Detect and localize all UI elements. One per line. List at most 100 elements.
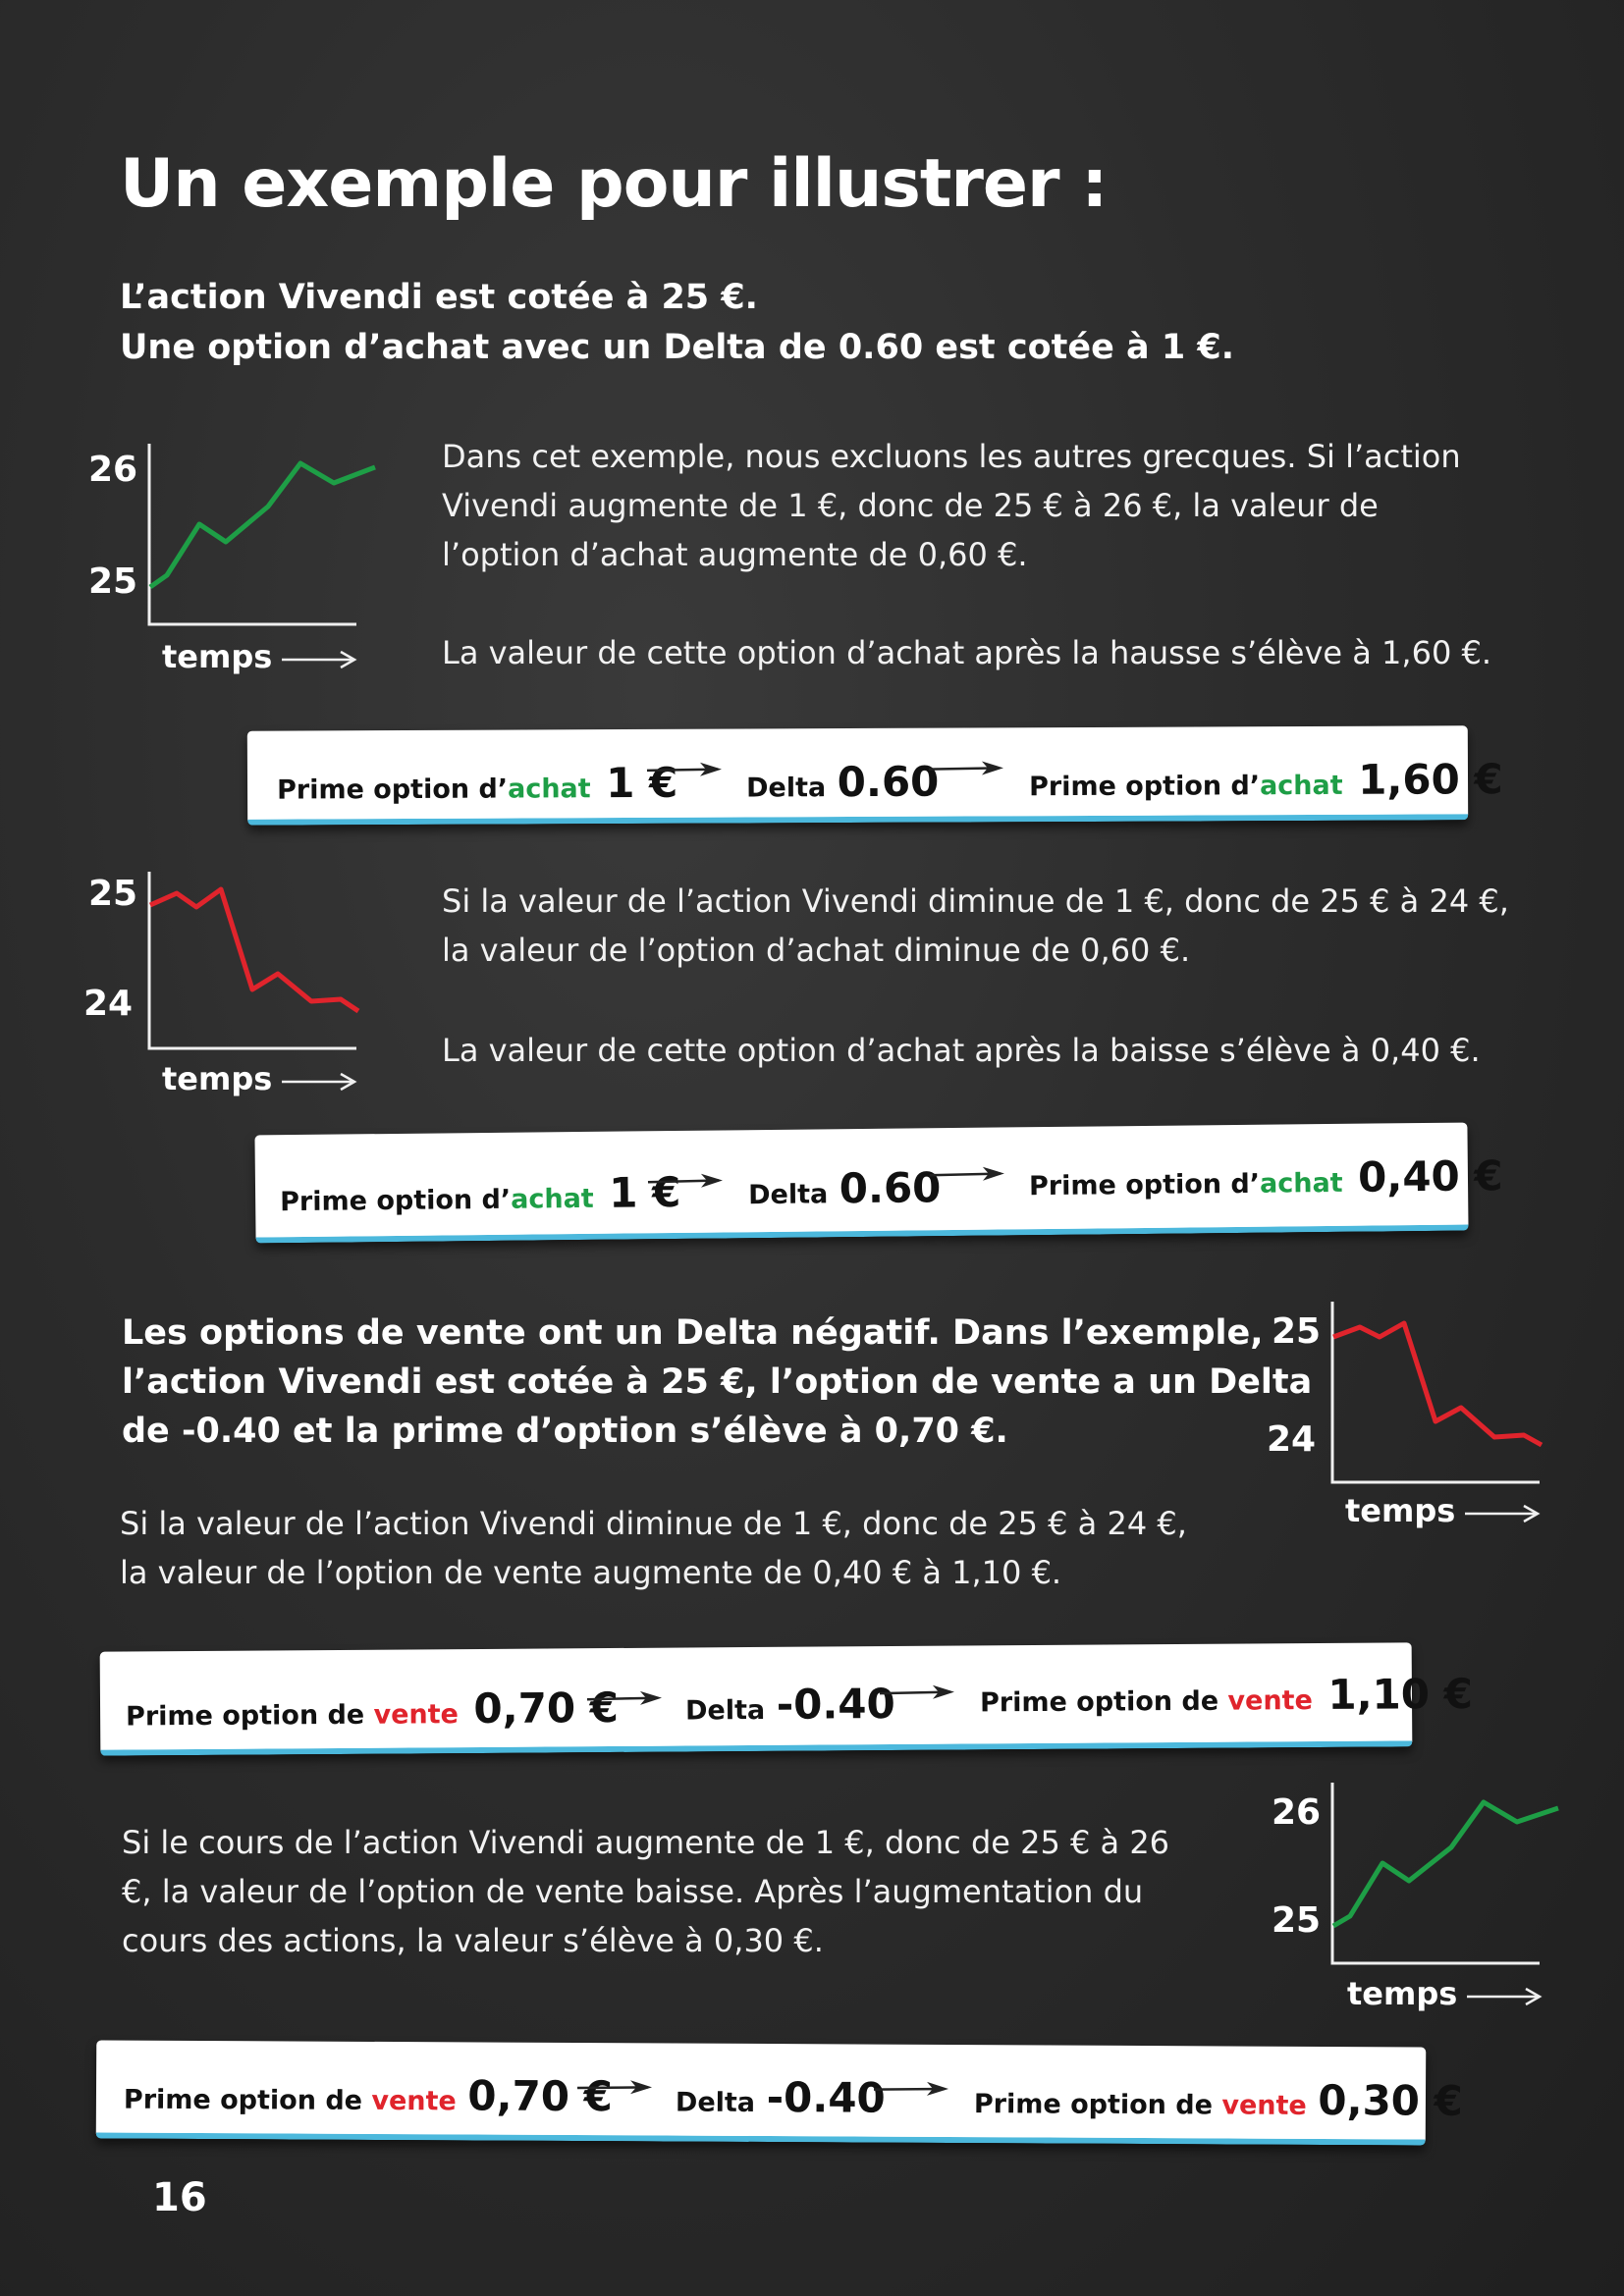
- text-line: cours des actions, la valeur s’élève à 0…: [122, 1922, 824, 1959]
- section1-paragraph: Dans cet exemple, nous excluons les autr…: [442, 432, 1461, 579]
- arrow-right-icon: [282, 650, 357, 669]
- page-title: Un exemple pour illustrer :: [120, 145, 1108, 223]
- stock-line-up: [147, 444, 376, 626]
- strip-premium-before: Prime option d’achat 1 €: [277, 759, 677, 809]
- text-line: l’action Vivendi est cotée à 25 €, l’opt…: [122, 1362, 1313, 1402]
- intro-text: L’action Vivendi est cotée à 25 €. Une o…: [120, 273, 1234, 373]
- strip-label: Prime option d’: [1028, 1168, 1261, 1202]
- section3-paragraph: Si la valeur de l’action Vivendi diminue…: [120, 1499, 1187, 1597]
- chart-top-label: 25: [1272, 1311, 1322, 1352]
- calculation-strip-2: Prime option d’achat 1 € Delta 0.60 Prim…: [254, 1122, 1503, 1244]
- strip-label: Prime option de: [979, 1685, 1228, 1719]
- text-line: €, la valeur de l’option de vente baisse…: [122, 1873, 1144, 1910]
- section1-result: La valeur de cette option d’achat après …: [442, 634, 1491, 671]
- chart-top-label: 25: [88, 874, 138, 914]
- strip-value: 0.60: [837, 757, 940, 807]
- text-line: Si la valeur de l’action Vivendi diminue…: [120, 1505, 1187, 1542]
- chart-bottom-label: 24: [1267, 1419, 1317, 1460]
- arrow-right-icon: [282, 1072, 357, 1092]
- strip-label: Prime option d’: [1028, 771, 1261, 803]
- calculation-strip-4: Prime option de vente 0,70 € Delta -0.40…: [95, 2040, 1463, 2146]
- strip-premium-after: Prime option de vente 1,10 €: [980, 1670, 1473, 1722]
- strip-label: Delta: [684, 1694, 766, 1727]
- mini-chart-2: 25 24 temps: [83, 862, 398, 1117]
- strip-value: 0,40 €: [1357, 1151, 1503, 1201]
- strip-accent: vente: [1227, 1685, 1313, 1717]
- strip-accent: vente: [1221, 2090, 1307, 2121]
- strip-delta: Delta -0.40: [676, 2073, 886, 2122]
- axis-label-temps: temps: [1347, 1975, 1458, 2012]
- axis-label-temps: temps: [162, 1060, 273, 1097]
- section2-result: La valeur de cette option d’achat après …: [442, 1032, 1481, 1069]
- strip-delta: Delta 0.60: [748, 1163, 942, 1213]
- page-number: 16: [152, 2175, 207, 2220]
- strip-label: Delta: [675, 2087, 756, 2118]
- section4-paragraph: Si le cours de l’action Vivendi augmente…: [122, 1818, 1169, 1965]
- axis-label-temps: temps: [162, 638, 273, 675]
- text-line: Les options de vente ont un Delta négati…: [122, 1313, 1264, 1353]
- strip-label: Prime option d’: [276, 774, 509, 806]
- stock-line-down: [147, 872, 360, 1050]
- strip-accent: achat: [510, 1183, 594, 1215]
- chart-bottom-label: 24: [83, 984, 134, 1024]
- text-line: de -0.40 et la prime d’option s’élève à …: [122, 1412, 1008, 1451]
- strip-label: Delta: [747, 1179, 829, 1211]
- strip-premium-before: Prime option de vente 0,70 €: [126, 1683, 619, 1735]
- mini-chart-1: 26 25 temps: [83, 432, 398, 687]
- section2-paragraph: Si la valeur de l’action Vivendi diminue…: [442, 877, 1509, 975]
- strip-value: 1,60 €: [1358, 755, 1503, 804]
- strip-label: Prime option de: [973, 2089, 1222, 2121]
- strip-value: -0.40: [766, 2073, 886, 2122]
- axis-label-temps: temps: [1345, 1492, 1456, 1529]
- strip-label: Delta: [745, 773, 827, 804]
- text-line: la valeur de l’option d’achat diminue de…: [442, 932, 1191, 969]
- arrow-right-icon: [1467, 1987, 1543, 2006]
- chart-top-label: 26: [88, 450, 138, 490]
- text-line: la valeur de l’option de vente augmente …: [120, 1554, 1062, 1591]
- text-line: Si la valeur de l’action Vivendi diminue…: [442, 882, 1509, 920]
- text-line: Vivendi augmente de 1 €, donc de 25 € à …: [442, 487, 1379, 524]
- arrow-right-icon: [1465, 1504, 1541, 1523]
- strip-accent: achat: [1259, 1167, 1343, 1200]
- text-line: l’option d’achat augmente de 0,60 €.: [442, 536, 1028, 573]
- arrow-right-icon: [577, 2080, 653, 2095]
- strip-label: Prime option de: [126, 1699, 374, 1733]
- section3-bold-paragraph: Les options de vente ont un Delta négati…: [122, 1308, 1312, 1456]
- arrow-right-icon: [929, 1166, 1004, 1181]
- strip-delta: Delta 0.60: [745, 757, 940, 807]
- arrow-right-icon: [646, 762, 722, 776]
- strip-accent: achat: [507, 774, 591, 805]
- arrow-right-icon: [647, 1173, 723, 1188]
- stock-line-down: [1330, 1302, 1543, 1484]
- mini-chart-3: 25 24 temps: [1267, 1296, 1581, 1551]
- arrow-right-icon: [879, 1684, 954, 1699]
- chart-top-label: 26: [1272, 1792, 1322, 1833]
- text-line: Dans cet exemple, nous excluons les autr…: [442, 438, 1461, 475]
- strip-accent: vente: [373, 1699, 460, 1731]
- strip-value: 0,30 €: [1318, 2075, 1463, 2125]
- strip-label: Prime option de: [123, 2084, 372, 2116]
- arrow-right-icon: [874, 2081, 949, 2096]
- strip-value: 0.60: [839, 1163, 942, 1213]
- strip-accent: vente: [371, 2085, 457, 2117]
- chart-bottom-label: 25: [88, 561, 138, 602]
- arrow-right-icon: [586, 1690, 662, 1705]
- chart-bottom-label: 25: [1272, 1900, 1322, 1941]
- strip-premium-after: Prime option de vente 0,30 €: [974, 2074, 1463, 2125]
- intro-line-2: Une option d’achat avec un Delta de 0.60…: [120, 328, 1235, 367]
- strip-premium-before: Prime option d’achat 1 €: [280, 1168, 681, 1220]
- strip-accent: achat: [1259, 770, 1343, 802]
- calculation-strip-1: Prime option d’achat 1 € Delta 0.60 Prim…: [246, 725, 1503, 826]
- strip-value: 1,10 €: [1327, 1669, 1474, 1719]
- strip-premium-after: Prime option d’achat 1,60 €: [1029, 755, 1503, 805]
- mini-chart-4: 26 25 temps: [1267, 1779, 1581, 2034]
- text-line: Si le cours de l’action Vivendi augmente…: [122, 1824, 1170, 1861]
- arrow-right-icon: [928, 761, 1003, 775]
- calculation-strip-3: Prime option de vente 0,70 € Delta -0.40…: [99, 1642, 1473, 1756]
- stock-line-up: [1330, 1783, 1559, 1965]
- strip-label: Prime option d’: [280, 1184, 512, 1218]
- intro-line-1: L’action Vivendi est cotée à 25 €.: [120, 278, 758, 317]
- strip-delta: Delta -0.40: [685, 1680, 895, 1729]
- strip-premium-before: Prime option de vente 0,70 €: [123, 2070, 613, 2120]
- strip-premium-after: Prime option d’achat 0,40 €: [1029, 1151, 1503, 1204]
